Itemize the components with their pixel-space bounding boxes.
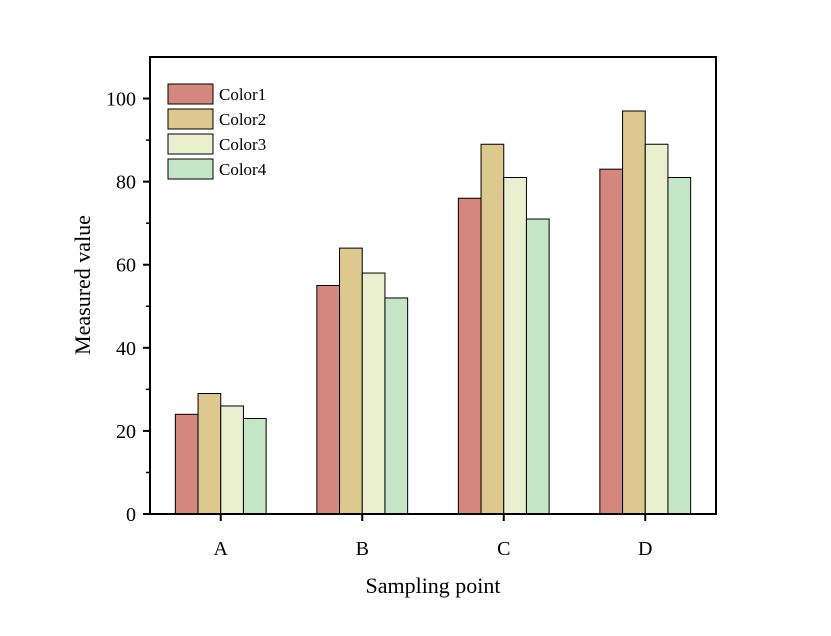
y-axis-title: Measured value: [70, 215, 95, 355]
plot-frame: [149, 56, 717, 515]
legend-label-Color2: Color2: [219, 110, 266, 129]
legend-label-Color4: Color4: [219, 160, 267, 179]
x-axis-title: Sampling point: [365, 573, 500, 598]
bar-D-Color1: [599, 168, 624, 515]
x-axis: A B C D: [214, 514, 652, 560]
y-tick-label: 80: [116, 172, 136, 194]
bar-C-Color1: [457, 197, 482, 515]
bar-D-Color3: [644, 143, 669, 515]
legend-swatch-Color3: [167, 133, 214, 155]
legend-swatch-Color4: [167, 158, 214, 180]
bar-C-Color4: [525, 218, 550, 515]
y-tick-label: 40: [116, 338, 136, 360]
legend-label-Color1: Color1: [219, 85, 266, 104]
bars-group: [174, 110, 692, 515]
bar-C-Color2: [480, 143, 505, 515]
y-tick-label: 100: [106, 89, 136, 111]
y-tick-label: 20: [116, 421, 136, 443]
y-tick-label: 0: [126, 504, 136, 526]
legend: Color1 Color2 Color3 Color4: [167, 83, 267, 180]
bar-B-Color2: [339, 247, 363, 515]
legend-swatch-Color1: [167, 83, 214, 105]
x-tick-label: B: [356, 538, 369, 560]
x-tick-label: A: [214, 538, 229, 560]
bar-D-Color2: [622, 110, 646, 515]
x-tick-label: D: [638, 538, 652, 560]
bar-B-Color4: [384, 297, 409, 515]
bar-B-Color3: [361, 272, 386, 515]
y-axis: 0 20 40 60 80 100: [106, 89, 150, 526]
legend-swatch-Color2: [167, 108, 214, 130]
bar-A-Color2: [197, 393, 222, 515]
bar-D-Color4: [667, 176, 692, 515]
bar-C-Color3: [503, 176, 527, 515]
bar-A-Color3: [220, 405, 244, 515]
legend-label-Color3: Color3: [219, 135, 266, 154]
x-tick-label: C: [497, 538, 510, 560]
y-tick-label: 60: [116, 255, 136, 277]
bar-A-Color4: [242, 417, 267, 515]
bar-B-Color1: [316, 285, 341, 515]
bar-A-Color1: [174, 413, 199, 515]
